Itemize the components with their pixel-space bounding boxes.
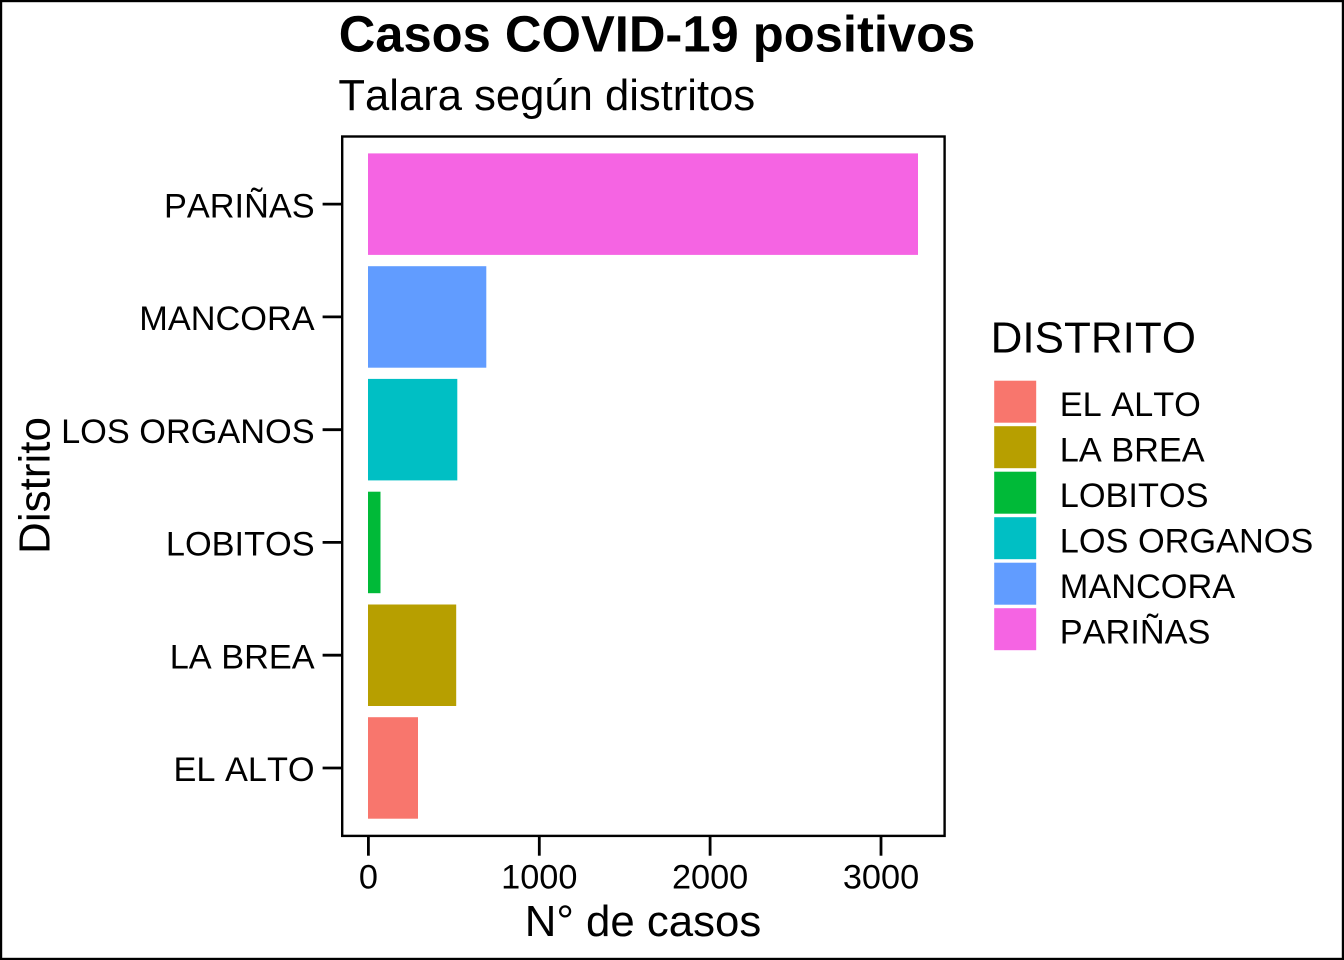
svg-text:Casos COVID-19 positivos: Casos COVID-19 positivos (339, 5, 976, 62)
svg-text:N° de casos: N° de casos (525, 897, 762, 946)
svg-text:PARIÑAS: PARIÑAS (164, 186, 315, 225)
svg-text:Distrito: Distrito (11, 417, 60, 554)
svg-text:PARIÑAS: PARIÑAS (1060, 613, 1211, 652)
svg-text:LA BREA: LA BREA (170, 638, 315, 676)
svg-text:EL ALTO: EL ALTO (1060, 386, 1201, 424)
svg-text:LOS ORGANOS: LOS ORGANOS (1060, 523, 1313, 561)
svg-text:EL ALTO: EL ALTO (174, 751, 315, 789)
svg-text:LOBITOS: LOBITOS (166, 526, 315, 564)
svg-text:DISTRITO: DISTRITO (991, 314, 1196, 363)
svg-text:1000: 1000 (501, 859, 577, 897)
svg-text:LOBITOS: LOBITOS (1060, 477, 1209, 515)
svg-text:LA BREA: LA BREA (1060, 432, 1205, 470)
svg-text:MANCORA: MANCORA (139, 300, 314, 338)
svg-text:0: 0 (359, 859, 378, 897)
svg-text:3000: 3000 (843, 859, 919, 897)
svg-text:MANCORA: MANCORA (1060, 568, 1235, 606)
svg-text:LOS ORGANOS: LOS ORGANOS (61, 413, 314, 451)
svg-text:Talara según distritos: Talara según distritos (338, 72, 755, 120)
svg-text:2000: 2000 (672, 859, 748, 897)
